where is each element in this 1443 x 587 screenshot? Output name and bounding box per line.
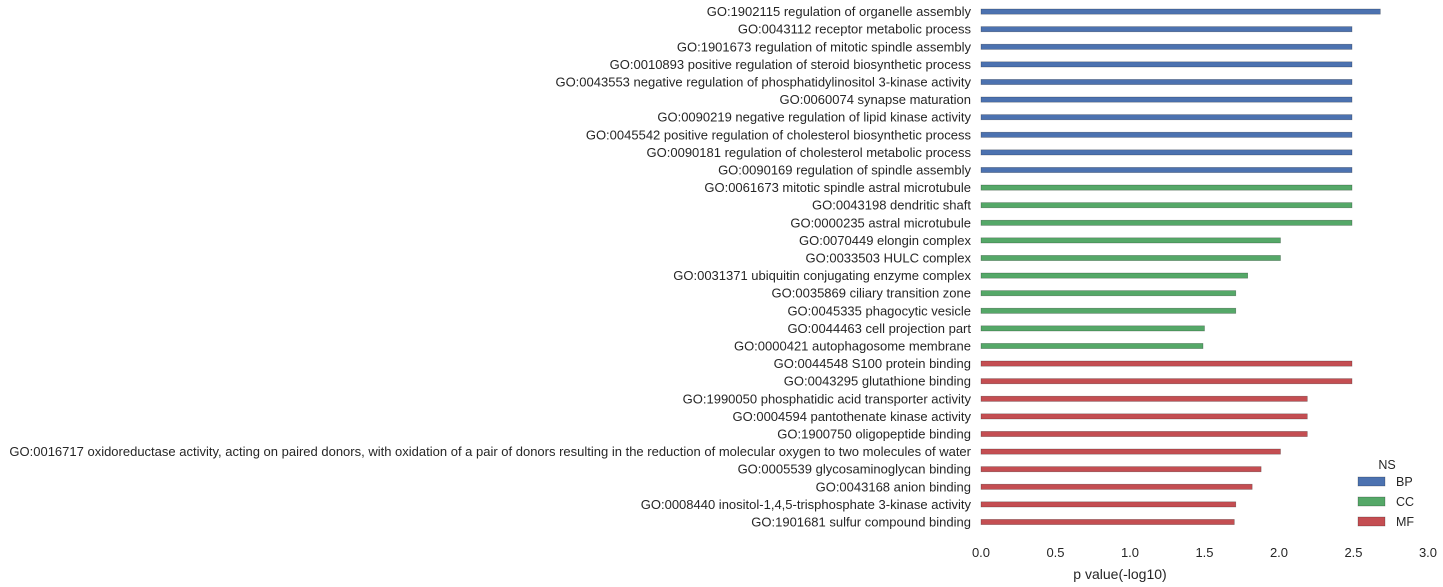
bar-cc bbox=[980, 272, 1249, 279]
category-labels: GO:1902115 regulation of organelle assem… bbox=[9, 4, 971, 529]
category-label: GO:0031371 ubiquitin conjugating enzyme … bbox=[673, 268, 971, 283]
x-tick-label: 0.5 bbox=[1046, 545, 1064, 560]
category-label: GO:0008440 inositol-1,4,5-trisphosphate … bbox=[641, 497, 972, 512]
bar-bp bbox=[980, 43, 1353, 50]
x-tick-label: 0.0 bbox=[972, 545, 990, 560]
bar-mf bbox=[980, 519, 1235, 525]
category-label: GO:0004594 pantothenate kinase activity bbox=[733, 409, 972, 424]
bar-bp bbox=[980, 149, 1353, 156]
category-label: GO:1901681 sulfur compound binding bbox=[751, 515, 971, 530]
legend-title: NS bbox=[1378, 458, 1395, 472]
bar-bp bbox=[980, 61, 1353, 68]
category-label: GO:0010893 positive regulation of steroi… bbox=[610, 57, 972, 72]
category-label: GO:0043112 receptor metabolic process bbox=[738, 22, 972, 37]
category-label: GO:0000235 astral microtubule bbox=[790, 215, 971, 230]
category-label: GO:0016717 oxidoreductase activity, acti… bbox=[9, 444, 971, 459]
category-label: GO:0060074 synapse maturation bbox=[779, 92, 971, 107]
category-label: GO:0035869 ciliary transition zone bbox=[772, 286, 971, 301]
bar-mf bbox=[980, 448, 1281, 455]
category-label: GO:0043198 dendritic shaft bbox=[812, 198, 971, 213]
category-label: GO:0061673 mitotic spindle astral microt… bbox=[704, 180, 971, 195]
bar-cc bbox=[980, 202, 1353, 209]
category-label: GO:1902115 regulation of organelle assem… bbox=[707, 4, 972, 19]
legend: NS BP CC MF bbox=[1357, 458, 1414, 529]
bar-mf bbox=[980, 378, 1353, 385]
category-label: GO:1900750 oligopeptide binding bbox=[777, 427, 971, 442]
category-label: GO:0090181 regulation of cholesterol met… bbox=[647, 145, 972, 160]
bar-bp bbox=[980, 26, 1353, 33]
bar-mf bbox=[980, 431, 1308, 437]
legend-swatch-cc bbox=[1357, 496, 1386, 507]
legend-swatch-bp bbox=[1357, 476, 1386, 487]
x-tick-label: 1.5 bbox=[1195, 545, 1213, 560]
legend-swatch-mf bbox=[1357, 516, 1386, 527]
x-tick-label: 2.0 bbox=[1270, 545, 1288, 560]
category-label: GO:0043553 negative regulation of phosph… bbox=[555, 75, 971, 90]
bar-cc bbox=[980, 219, 1353, 226]
bar-cc bbox=[980, 290, 1237, 297]
bar-mf bbox=[980, 466, 1262, 473]
bar-bp bbox=[980, 8, 1381, 15]
bar-cc bbox=[980, 255, 1281, 261]
legend-label-mf: MF bbox=[1396, 515, 1414, 529]
bar-mf bbox=[980, 483, 1253, 490]
x-axis: 0.0 0.5 1.0 1.5 2.0 2.5 3.0 bbox=[972, 545, 1437, 560]
category-label: GO:0043168 anion binding bbox=[816, 479, 971, 494]
category-label: GO:0044463 cell projection part bbox=[787, 321, 971, 336]
bar-bp bbox=[980, 167, 1353, 173]
x-tick-label: 1.0 bbox=[1121, 545, 1139, 560]
bar-bp bbox=[980, 114, 1353, 121]
category-label: GO:0000421 autophagosome membrane bbox=[734, 339, 971, 354]
category-label: GO:0070449 elongin complex bbox=[799, 233, 972, 248]
legend-label-cc: CC bbox=[1396, 495, 1414, 509]
bar-mf bbox=[980, 395, 1308, 402]
bar-cc bbox=[980, 237, 1281, 244]
category-label: GO:1901673 regulation of mitotic spindle… bbox=[677, 39, 972, 54]
bar-cc bbox=[980, 343, 1204, 349]
bars-layer bbox=[980, 8, 1381, 525]
bar-bp bbox=[980, 79, 1353, 85]
bar-cc bbox=[980, 325, 1205, 332]
bar-mf bbox=[980, 501, 1237, 508]
x-axis-label: p value(-log10) bbox=[1073, 566, 1166, 582]
bar-cc bbox=[980, 184, 1353, 191]
category-label: GO:0043295 glutathione binding bbox=[784, 374, 971, 389]
bar-bp bbox=[980, 96, 1353, 103]
category-label: GO:0005539 glycosaminoglycan binding bbox=[738, 462, 971, 477]
category-label: GO:1990050 phosphatidic acid transporter… bbox=[683, 391, 972, 406]
bar-mf bbox=[980, 360, 1353, 367]
legend-label-bp: BP bbox=[1396, 475, 1413, 489]
category-label: GO:0045335 phagocytic vesicle bbox=[787, 303, 971, 318]
bar-bp bbox=[980, 131, 1353, 138]
x-tick-label: 2.5 bbox=[1344, 545, 1362, 560]
category-label: GO:0044548 S100 protein binding bbox=[774, 356, 971, 371]
category-label: GO:0033503 HULC complex bbox=[806, 251, 972, 266]
bar-mf bbox=[980, 413, 1308, 420]
category-label: GO:0090219 negative regulation of lipid … bbox=[657, 110, 971, 125]
x-tick-label: 3.0 bbox=[1419, 545, 1437, 560]
bar-cc bbox=[980, 307, 1237, 314]
category-label: GO:0090169 regulation of spindle assembl… bbox=[718, 163, 971, 178]
category-label: GO:0045542 positive regulation of choles… bbox=[586, 127, 972, 142]
